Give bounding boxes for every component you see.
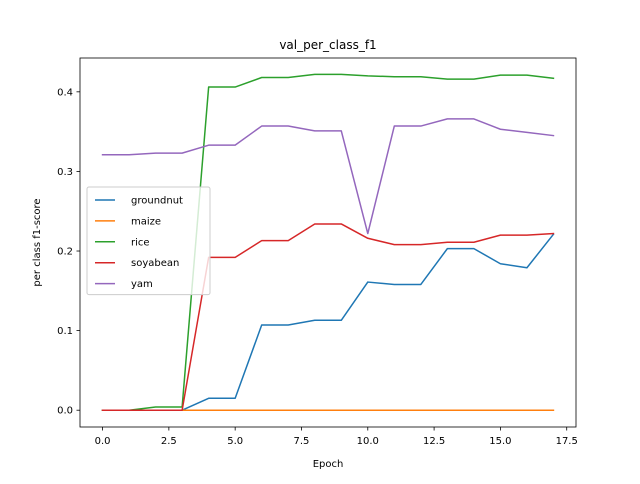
y-tick-label: 0.2 [57,247,73,258]
x-tick-label: 5.0 [227,436,243,447]
x-tick-label: 7.5 [294,436,310,447]
x-tick-label: 12.5 [423,436,445,447]
legend-label-soyabean: soyabean [131,258,179,269]
x-axis: 0.0 2.5 5.0 7.5 10.0 12.5 15.0 17.5 [95,427,578,447]
series-line-yam [101,118,555,235]
x-tick-label: 15.0 [489,436,511,447]
series-line-soyabean [101,223,555,411]
x-tick-label: 17.5 [556,436,578,447]
y-tick-label: 0.3 [57,167,73,178]
x-tick-label: 2.5 [161,436,177,447]
y-tick-label: 0.1 [57,326,73,337]
series-line-rice [101,73,555,411]
y-tick-label: 0.4 [57,87,73,98]
legend-label-yam: yam [131,279,153,290]
legend-label-groundnut: groundnut [131,196,183,207]
y-axis-label: per class f1-score [32,198,43,286]
legend: groundnut maize rice soyabean yam [86,186,211,296]
x-tick-label: 10.0 [357,436,379,447]
y-tick-label: 0.0 [57,406,73,417]
x-axis-label: Epoch [313,459,344,470]
plot-area [79,57,577,428]
series-layer [101,73,555,411]
axes-frame [79,57,577,428]
legend-box [86,186,211,296]
chart-title: val_per_class_f1 [279,38,376,52]
legend-label-maize: maize [131,216,161,227]
y-axis: 0.0 0.1 0.2 0.3 0.4 [57,87,80,417]
x-tick-label: 0.0 [95,436,111,447]
legend-label-rice: rice [131,237,150,248]
